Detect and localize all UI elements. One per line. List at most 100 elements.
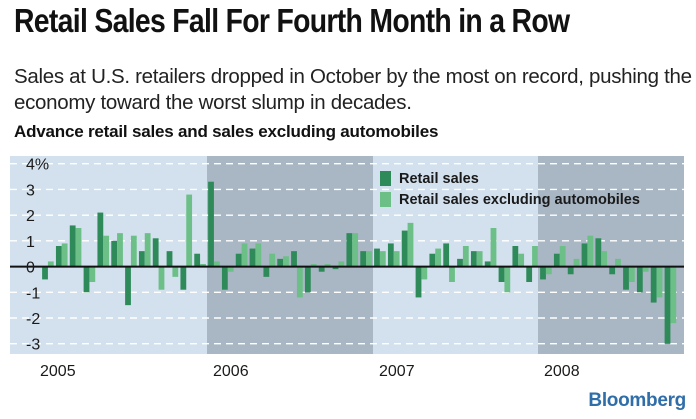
retail-sales-bar (443, 243, 450, 267)
ex-auto-bar (642, 266, 649, 272)
ex-auto-bar (601, 251, 608, 267)
ex-auto-bar (421, 266, 428, 280)
ex-auto-bar (172, 266, 179, 277)
ex-auto-bar (89, 266, 96, 282)
retail-sales-bar (595, 238, 602, 267)
ex-auto-bar (518, 253, 525, 267)
retail-sales-bar (540, 266, 546, 280)
ex-auto-bar (158, 266, 165, 290)
retail-sales-bar (304, 266, 311, 293)
retail-sales-bar (387, 243, 394, 267)
ex-auto-bar (227, 266, 234, 272)
ex-auto-bar (296, 266, 303, 298)
ex-auto-bar (670, 266, 677, 324)
ex-auto-bar (324, 264, 331, 267)
year-label: 2006 (213, 363, 249, 380)
ex-auto-bar (117, 233, 123, 267)
y-tick-label: 3 (26, 182, 35, 199)
retail-sales-bar (567, 266, 574, 275)
retail-sales-bar (470, 251, 477, 267)
retail-sales-bar (249, 248, 256, 267)
retail-sales-bar (609, 266, 616, 275)
ex-auto-bar (186, 194, 193, 267)
retail-sales-bar (318, 266, 325, 272)
ex-auto-bar (213, 261, 220, 267)
ex-auto-bar (449, 266, 455, 282)
ex-auto-bar (490, 228, 497, 267)
retail-sales-bar (83, 266, 90, 293)
ex-auto-bar (103, 235, 110, 267)
ex-auto-bar (435, 248, 442, 267)
retail-sales-bar (277, 258, 284, 267)
ex-auto-bar (587, 235, 594, 267)
retail-sales-bar (512, 246, 519, 267)
retail-sales-bar (636, 266, 643, 293)
ex-auto-bar (47, 261, 54, 267)
retail-sales-bar (484, 261, 491, 267)
ex-auto-bar (283, 256, 289, 267)
legend-swatch (380, 192, 391, 207)
ex-auto-bar (476, 251, 483, 267)
retail-sales-bar (42, 266, 48, 280)
y-tick-label: 2 (26, 208, 35, 225)
ex-auto-bar (255, 243, 262, 267)
legend-label: Retail sales (399, 171, 479, 187)
retail-sales-bar (194, 253, 201, 267)
ex-auto-bar (545, 266, 552, 275)
retail-sales-bar (650, 266, 657, 303)
chart-area: 4% 3 2 1 0 -1 -2 -3 2005 2006 2007 2008 Retail sales… (0, 150, 696, 390)
ex-auto-bar (393, 251, 400, 267)
chart-title: Advance retail sales and sales excluding… (14, 122, 439, 141)
retail-sales-bar (166, 251, 173, 267)
retail-sales-bar (125, 266, 131, 306)
retail-sales-bar (291, 251, 297, 267)
retail-sales-bar (97, 212, 104, 267)
year-label: 2007 (379, 363, 415, 380)
retail-sales-bar (55, 246, 62, 267)
retail-sales-bar (235, 253, 242, 267)
ex-auto-bar (532, 246, 538, 267)
ex-auto-bar (573, 258, 580, 267)
retail-sales-bar (152, 238, 159, 267)
retail-sales-bar (457, 258, 463, 267)
retail-sales-bar (360, 251, 367, 267)
ex-auto-bar (75, 228, 82, 267)
ex-auto-bar (407, 222, 414, 267)
ex-auto-bar (310, 264, 317, 267)
y-tick-label: 4% (26, 157, 49, 174)
ex-auto-bar (241, 243, 248, 267)
ex-auto-bar (656, 266, 663, 298)
retail-sales-bar (429, 253, 436, 267)
ex-auto-bar (615, 258, 621, 267)
ex-auto-bar (200, 264, 206, 267)
retail-sales-bar (498, 266, 505, 282)
retail-sales-bar (664, 266, 671, 344)
retail-sales-bar (111, 240, 118, 267)
y-tick-label: -1 (26, 285, 40, 302)
y-tick-label: 0 (26, 260, 35, 277)
retail-sales-bar (346, 233, 353, 267)
retail-sales-bar (623, 266, 629, 290)
retail-sales-bar (526, 266, 533, 282)
retail-sales-bar (208, 181, 214, 267)
retail-sales-bar (401, 230, 408, 267)
ex-auto-bar (352, 233, 359, 267)
retail-sales-bar (263, 266, 270, 277)
legend-swatch (380, 171, 391, 186)
ex-auto-bar (130, 235, 137, 267)
ex-auto-bar (504, 266, 511, 293)
retail-sales-bar (180, 266, 187, 290)
bloomberg-logo: Bloomberg (588, 390, 686, 411)
ex-auto-bar (338, 261, 345, 267)
headline: Retail Sales Fall For Fourth Month in a … (14, 2, 570, 39)
retail-sales-bar (332, 266, 339, 270)
ex-auto-bar (61, 243, 68, 267)
y-tick-label: -3 (26, 337, 40, 354)
retail-sales-bar (553, 253, 560, 267)
ex-auto-bar (462, 246, 469, 267)
year-label: 2005 (40, 363, 76, 380)
retail-sales-bar (69, 225, 76, 267)
ex-auto-bar (628, 266, 635, 282)
y-tick-label: -2 (26, 311, 40, 328)
